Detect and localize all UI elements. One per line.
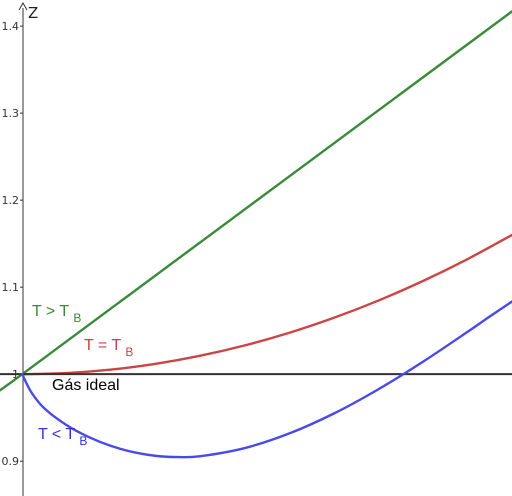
y-tick-label: 0.9 (2, 455, 20, 468)
y-tick-labels: 0.911.11.21.31.4 (2, 20, 23, 468)
series-line-low (21, 300, 512, 459)
y-tick-label: 1.2 (2, 194, 20, 207)
series-label-high-main: T > T (32, 303, 69, 320)
series-label-low-main: T < T (38, 426, 75, 443)
y-axis-arrow (18, 1, 28, 11)
series-label-low: T < T B (38, 426, 87, 448)
series-line-boyle (21, 233, 512, 376)
y-tick-label: 1.4 (2, 20, 20, 33)
series-label-ideal: Gás ideal (52, 377, 120, 394)
series-lines (0, 10, 512, 459)
series-label-boyle-subscript: B (125, 345, 133, 359)
series-label-high: T > T B (32, 303, 81, 325)
y-tick-label: 1.1 (2, 281, 20, 294)
series-line-high (0, 10, 512, 392)
y-tick-label: 1.3 (2, 107, 20, 120)
series-label-high-subscript: B (73, 311, 81, 325)
series-label-boyle-main: T = T (84, 337, 121, 354)
series-label-low-subscript: B (79, 434, 87, 448)
series-label-boyle: T = T B (84, 337, 133, 359)
y-axis-label: Z (28, 4, 38, 22)
series-label-ideal-main: Gás ideal (52, 377, 120, 394)
